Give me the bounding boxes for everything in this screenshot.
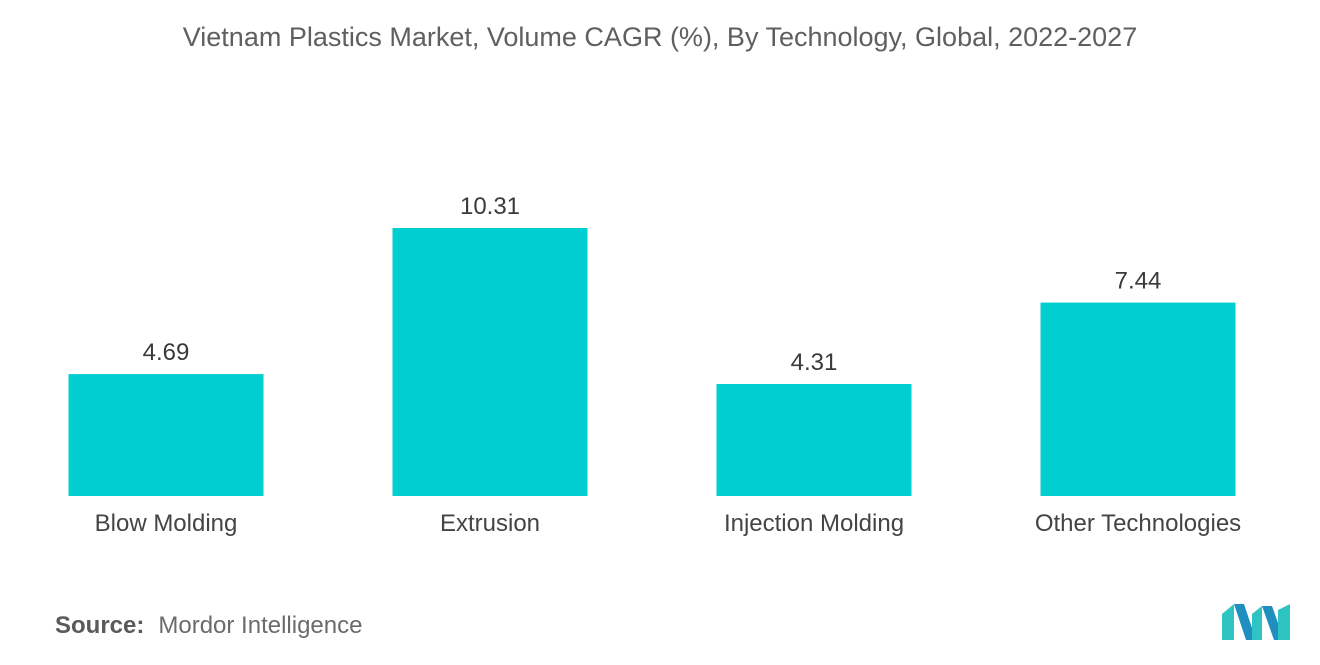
category-label-blow-molding: Blow Molding <box>95 510 238 537</box>
value-label-extrusion: 10.31 <box>460 193 520 220</box>
mordor-intelligence-logo-icon <box>1222 604 1290 640</box>
category-label-injection-molding: Injection Molding <box>724 510 904 537</box>
source-value: Mordor Intelligence <box>158 612 363 639</box>
bar-other-technologies <box>1040 302 1236 496</box>
source-line: Source: Mordor Intelligence <box>55 612 362 640</box>
logo-diagonal-stroke-1 <box>1234 604 1256 640</box>
bar-extrusion <box>392 228 588 496</box>
value-label-injection-molding: 4.31 <box>791 349 838 376</box>
value-label-blow-molding: 4.69 <box>143 339 190 366</box>
bar-injection-molding <box>716 384 912 496</box>
category-label-other-technologies: Other Technologies <box>1035 510 1241 537</box>
category-label-extrusion: Extrusion <box>440 510 540 537</box>
value-label-other-technologies: 7.44 <box>1115 268 1162 295</box>
logo-middle-stroke <box>1252 606 1262 640</box>
chart-title: Vietnam Plastics Market, Volume CAGR (%)… <box>182 22 1138 52</box>
source-label: Source: <box>55 612 145 639</box>
logo-right-stroke <box>1278 604 1290 640</box>
bar-blow-molding <box>68 374 264 496</box>
logo-left-stroke <box>1222 604 1234 640</box>
